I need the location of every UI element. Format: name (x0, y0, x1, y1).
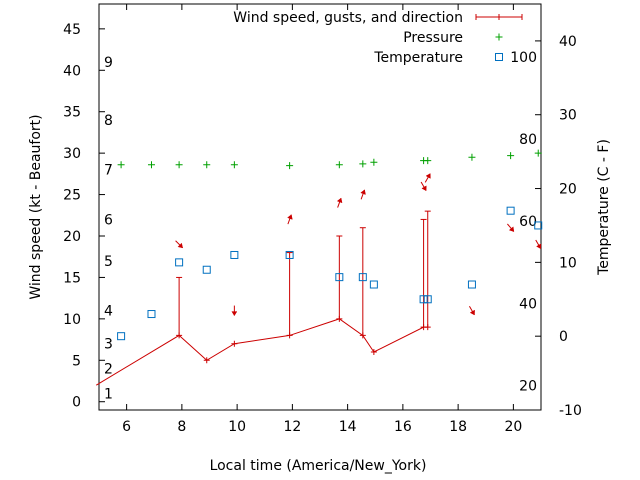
temperature-point (467, 280, 476, 289)
wind-direction-arrowhead (360, 189, 366, 195)
temperature-point (285, 250, 294, 259)
pressure-point (507, 152, 515, 160)
temperature-point (147, 310, 156, 319)
beaufort-label: 2 (104, 362, 113, 378)
wind-speed-point (203, 357, 210, 364)
y-right-tick-label: 20 (559, 182, 577, 198)
wind-speed-line (95, 318, 428, 386)
y-axis-label-right: Temperature (C - F) (596, 139, 612, 276)
wind-direction-arrowhead (536, 243, 542, 250)
beaufort-label: 8 (104, 113, 113, 129)
fahrenheit-label: 100 (510, 50, 537, 66)
temperature-point (175, 258, 184, 267)
pressure-point (286, 162, 294, 170)
pressure-point (424, 157, 432, 165)
temperature-point (534, 221, 543, 230)
y-right-tick-label: -10 (559, 403, 582, 419)
temperature-point (506, 206, 515, 215)
x-tick-label: 16 (394, 419, 412, 435)
pressure-point (370, 158, 378, 166)
y-axis-label-left: Wind speed (kt - Beaufort) (28, 114, 44, 299)
x-tick-label: 14 (339, 419, 357, 435)
wind-direction-arrowhead (336, 197, 343, 204)
fahrenheit-label: 20 (519, 379, 537, 395)
wind-speed-point (231, 340, 238, 347)
pressure-point (203, 161, 211, 169)
wind-speed-point (370, 349, 377, 355)
x-tick-label: 8 (177, 419, 186, 435)
y-left-tick-label: 0 (72, 395, 81, 411)
pressure-point (335, 161, 343, 169)
temperature-point (117, 332, 126, 341)
y-right-tick-label: 30 (559, 108, 577, 124)
pressure-point (468, 153, 476, 161)
y-left-tick-label: 40 (63, 63, 81, 79)
wind-direction-arrowhead (425, 173, 431, 179)
y-left-tick-label: 35 (63, 105, 81, 121)
wind-direction-arrowhead (421, 185, 427, 192)
temperature-point (230, 250, 239, 259)
beaufort-label: 7 (104, 163, 113, 179)
y-left-tick-label: 10 (63, 312, 81, 328)
y-left-tick-label: 5 (72, 353, 81, 369)
beaufort-label: 5 (104, 254, 113, 270)
pressure-point (117, 161, 125, 169)
y-left-tick-label: 20 (63, 229, 81, 245)
temperature-point (369, 280, 378, 289)
pressure-point (230, 161, 238, 169)
wind-direction-arrowhead (177, 242, 183, 249)
y-right-tick-label: 40 (559, 34, 577, 50)
y-left-tick-label: 15 (63, 270, 81, 286)
beaufort-label: 3 (104, 337, 113, 353)
wind-direction-arrowhead (287, 214, 293, 220)
legend-swatch-pressure (495, 33, 503, 41)
y-left-tick-label: 30 (63, 146, 81, 162)
y-right-tick-label: 10 (559, 255, 577, 271)
legend-swatch-temperature (495, 53, 503, 61)
legend-label-wind: Wind speed, gusts, and direction (233, 10, 463, 26)
temperature-point (419, 295, 428, 304)
plot-frame (98, 3, 542, 411)
wind-direction-arrowhead (508, 226, 515, 232)
x-tick-label: 12 (283, 419, 301, 435)
legend-label-temperature: Temperature (373, 50, 463, 66)
y-right-tick-label: 0 (559, 329, 568, 345)
pressure-point (534, 149, 542, 157)
temperature-point (358, 273, 367, 282)
temperature-point (335, 273, 344, 282)
temperature-point (202, 265, 211, 274)
y-left-tick-label: 45 (63, 22, 81, 38)
legend: Wind speed, gusts, and direction Pressure… (233, 10, 523, 66)
x-tick-label: 20 (504, 419, 522, 435)
legend-label-pressure: Pressure (403, 30, 463, 46)
beaufort-label: 4 (104, 304, 113, 320)
pressure-point (359, 160, 367, 168)
fahrenheit-label: 40 (519, 297, 537, 313)
wind-direction-arrowhead (231, 311, 238, 317)
wind-direction-arrowhead (469, 309, 475, 316)
fahrenheit-label: 60 (519, 214, 537, 230)
x-tick-label: 10 (228, 419, 246, 435)
x-tick-label: 18 (449, 419, 467, 435)
pressure-point (147, 161, 155, 169)
pressure-point (175, 161, 183, 169)
beaufort-label: 1 (104, 386, 113, 402)
y-left-tick-label: 25 (63, 188, 81, 204)
fahrenheit-label: 80 (519, 132, 537, 148)
x-tick-label: 6 (122, 419, 131, 435)
temperature-point (423, 295, 432, 304)
x-axis-label: Local time (America/New_York) (210, 458, 427, 474)
beaufort-label: 6 (104, 212, 113, 228)
beaufort-label: 9 (104, 55, 113, 71)
